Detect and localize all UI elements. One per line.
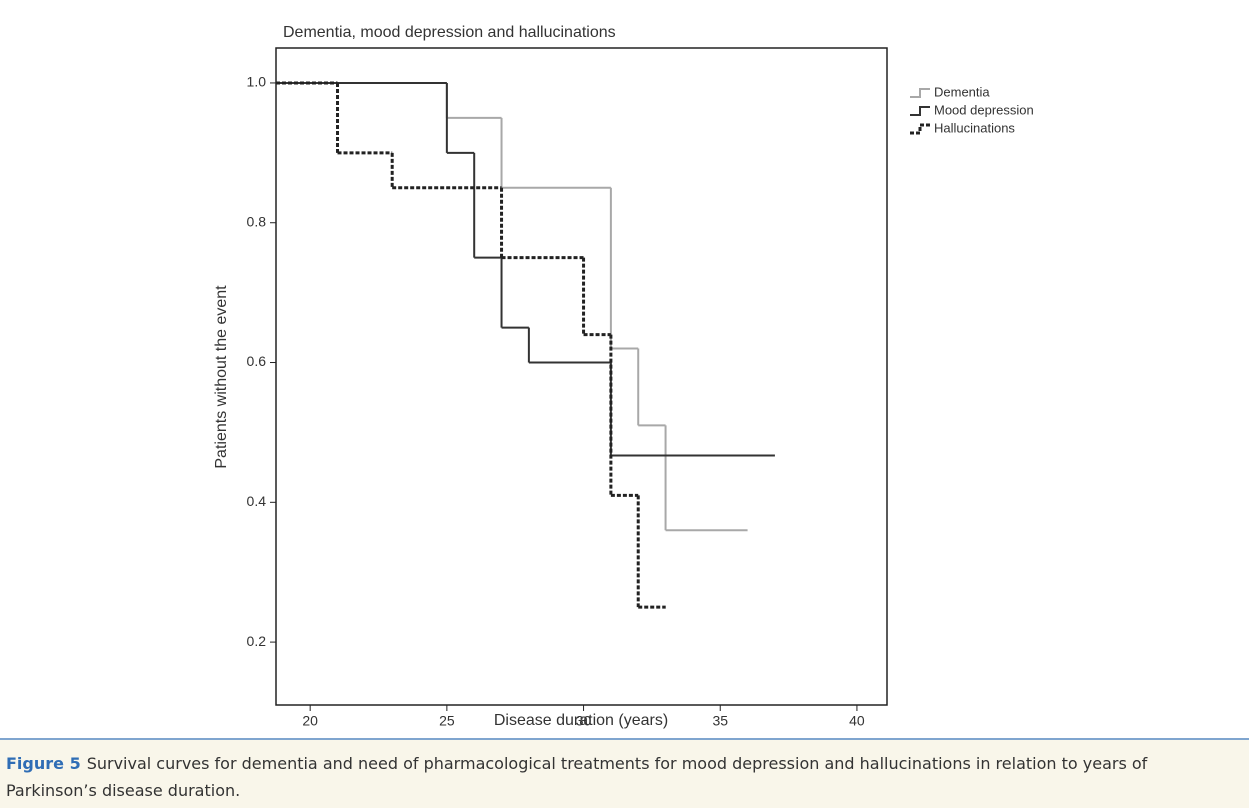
x-tick-label: 25 [439,713,455,729]
figure-caption: Figure 5 Survival curves for dementia and… [6,750,1242,804]
plot-frame [275,47,888,706]
legend-label: Hallucinations [934,120,1015,135]
y-tick-label: 0.2 [247,633,267,649]
legend-swatch [910,123,930,135]
caption-label: Figure 5 [6,754,81,773]
legend-swatch [910,106,930,116]
y-axis-label: Patients without the event [213,285,230,469]
x-axis-label: Disease duration (years) [494,712,668,729]
legend-label: Mood depression [934,102,1034,117]
x-tick-label: 30 [576,713,592,729]
legend-swatch [910,88,930,98]
y-tick-label: 1.0 [247,74,267,90]
y-tick-label: 0.8 [247,213,267,229]
caption-text: Survival curves for dementia and need of… [6,754,1148,800]
x-tick-label: 20 [302,713,318,729]
chart-title: Dementia, mood depression and hallucinat… [283,24,616,41]
y-tick-label: 0.4 [247,493,267,509]
y-tick-label: 0.6 [247,353,267,369]
legend-label: Dementia [934,84,990,99]
separator [0,738,1249,740]
chart: Dementia, mood depression and hallucinat… [0,0,1249,738]
x-tick-label: 35 [712,713,728,729]
x-tick-label: 40 [849,713,865,729]
